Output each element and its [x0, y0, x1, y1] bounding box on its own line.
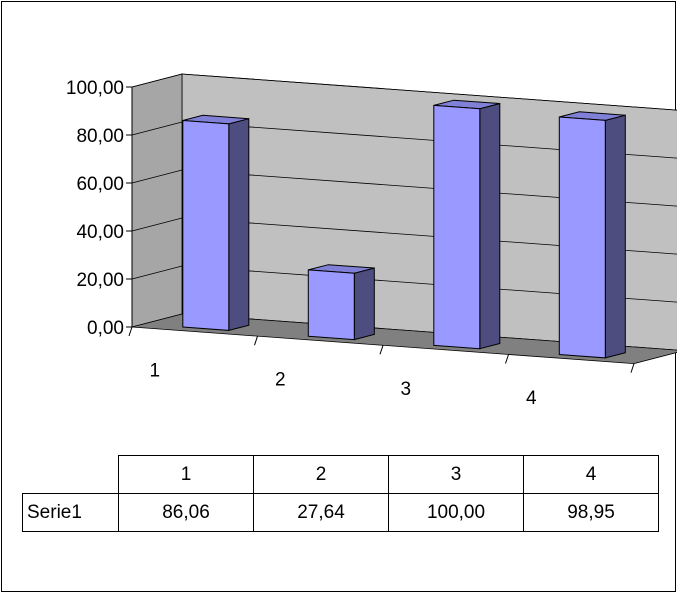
x-tick-label: 4: [526, 388, 537, 409]
x-tick: [505, 354, 509, 364]
table-header-cell: 4: [523, 455, 659, 494]
table-row: Serie1 86,06 27,64 100,00 98,95: [22, 493, 659, 532]
x-tick-label: 1: [149, 361, 160, 382]
series-name-cell: Serie1: [22, 493, 119, 532]
table-header-cell: 1: [118, 455, 254, 494]
bar: [307, 269, 355, 341]
y-tick-label: 40,00: [76, 222, 124, 243]
x-tick: [379, 345, 384, 355]
y-tick-label: 0,00: [87, 318, 124, 339]
data-table: 1 2 3 4 Serie1 86,06 27,64 100,00 98,95: [22, 455, 659, 532]
x-tick: [630, 363, 635, 373]
side-wall: [131, 73, 183, 328]
y-tick-label: 60,00: [76, 174, 124, 195]
y-tick-label: 20,00: [76, 270, 124, 291]
gridline: [131, 169, 677, 207]
y-tick-label: 100,00: [66, 78, 124, 99]
bar-side: [479, 102, 501, 350]
table-header-cell: 3: [388, 455, 524, 494]
gridline: [131, 217, 677, 255]
x-tick: [128, 326, 133, 337]
gridline: [131, 121, 677, 159]
x-tick: [254, 336, 258, 346]
bar: [433, 104, 481, 350]
bar: [558, 116, 606, 359]
table-value-cell: 86,06: [118, 493, 254, 532]
table-corner-cell: [22, 455, 119, 494]
floor: [131, 313, 677, 365]
bar-side: [228, 118, 250, 332]
table-value-cell: 98,95: [523, 493, 659, 532]
bar-side: [353, 267, 375, 341]
gridline: [131, 73, 677, 111]
table-value-cell: 100,00: [388, 493, 524, 532]
bar-side: [604, 114, 626, 359]
y-tick-label: 80,00: [76, 126, 124, 147]
table-header-cell: 2: [253, 455, 389, 494]
column-chart: 0,00 20,00 40,00 60,00 80,00 100,00 1 2 3 4: [66, 73, 677, 409]
table-header-row: 1 2 3 4: [22, 455, 659, 494]
x-tick-label: 3: [400, 379, 411, 400]
bar: [182, 119, 230, 331]
gridline: [131, 265, 677, 303]
table-value-cell: 27,64: [253, 493, 389, 532]
x-tick-label: 2: [275, 370, 286, 391]
